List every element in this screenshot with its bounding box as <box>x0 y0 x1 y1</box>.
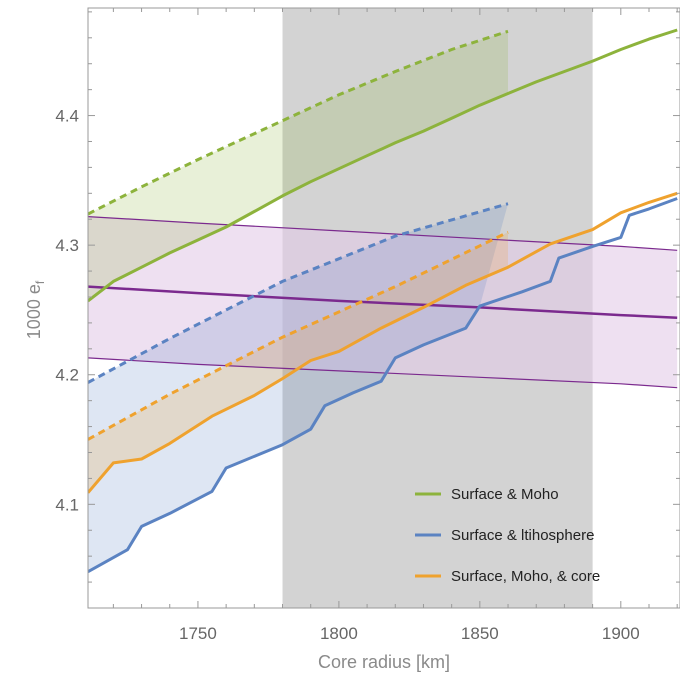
axes: 1750 1800 1850 1900 4.1 4.2 4.3 4.4 <box>55 7 680 643</box>
y-tick-label: 4.4 <box>55 107 79 126</box>
purple-center-line <box>88 285 678 319</box>
x-tick-label: 1800 <box>320 624 358 643</box>
y-axis-title-main: 1000 e <box>24 284 44 339</box>
plot-clipped <box>88 8 678 608</box>
series-1-dashed-line <box>88 29 509 216</box>
series-3-dashed-line <box>88 230 509 441</box>
series-2-fill <box>88 203 508 572</box>
y-axis-title: 1000 ef <box>24 280 47 339</box>
x-tick-label: 1850 <box>461 624 499 643</box>
y-tick-label: 4.1 <box>55 495 79 514</box>
series-2-solid-line <box>88 197 678 574</box>
legend-label-3: Surface, Moho, & core <box>451 568 600 585</box>
plot-area <box>88 8 678 608</box>
x-axis-title: Core radius [km] <box>318 652 450 672</box>
legend-label-2: Surface & ltihosphere <box>451 527 594 544</box>
plot-frame <box>87 7 680 609</box>
purple-upper-line <box>88 216 678 251</box>
x-tick-label: 1750 <box>179 624 217 643</box>
legend-label-1: Surface & Moho <box>451 486 559 503</box>
y-axis-title-subscript: f <box>33 280 47 284</box>
series-1-fill <box>88 31 508 301</box>
y-tick-label: 4.3 <box>55 236 79 255</box>
series-3-solid-line <box>88 191 678 494</box>
purple-lower-line <box>88 357 678 389</box>
series-2-dashed-line <box>88 202 509 384</box>
legend: Surface & Moho Surface & ltihosphere Surfa… <box>415 486 600 585</box>
x-tick-label: 1900 <box>602 624 640 643</box>
series-1-solid-line <box>88 28 678 303</box>
y-tick-label: 4.2 <box>55 366 79 385</box>
